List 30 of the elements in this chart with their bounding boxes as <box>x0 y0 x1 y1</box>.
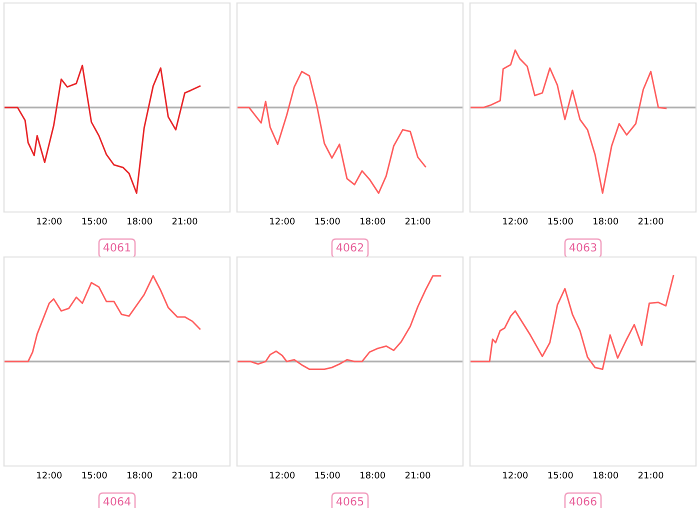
x-tick-label: 12:00 <box>270 472 295 479</box>
x-tick-label: 18:00 <box>360 472 386 479</box>
x-tick-label: 15:00 <box>82 472 107 479</box>
x-tick-label: 18:00 <box>594 218 618 225</box>
x-tick-label: 12:00 <box>270 218 295 225</box>
x-tick-label: 15:00 <box>315 472 340 479</box>
x-axis-title: 4061 <box>103 243 130 252</box>
x-tick-label: 21:00 <box>172 218 198 225</box>
x-tick-label: 21:00 <box>172 472 198 479</box>
x-tick-label: 15:00 <box>548 472 573 479</box>
x-tick-label: 18:00 <box>128 472 152 479</box>
x-tick-label: 15:00 <box>315 218 340 225</box>
x-tick-label: 18:00 <box>360 218 386 225</box>
x-tick-label: 12:00 <box>503 472 528 479</box>
x-tick-label: 21:00 <box>405 218 430 225</box>
x-tick-label: 21:00 <box>638 472 664 479</box>
x-tick-label: 15:00 <box>82 218 107 225</box>
x-tick-label: 12:00 <box>37 472 62 479</box>
x-tick-label: 12:00 <box>37 218 62 225</box>
x-tick-label: 21:00 <box>638 218 664 225</box>
x-tick-label: 18:00 <box>128 218 152 225</box>
x-axis-title: 4064 <box>103 497 131 506</box>
x-axis-title: 4065 <box>336 497 364 506</box>
x-tick-label: 12:00 <box>503 218 528 225</box>
x-axis-title: 4063 <box>569 243 596 252</box>
x-tick-label: 15:00 <box>548 218 573 225</box>
x-tick-label: 21:00 <box>405 472 430 479</box>
x-tick-label: 18:00 <box>594 472 618 479</box>
x-axis-title: 4066 <box>569 497 596 506</box>
x-axis-title: 4062 <box>336 243 364 252</box>
